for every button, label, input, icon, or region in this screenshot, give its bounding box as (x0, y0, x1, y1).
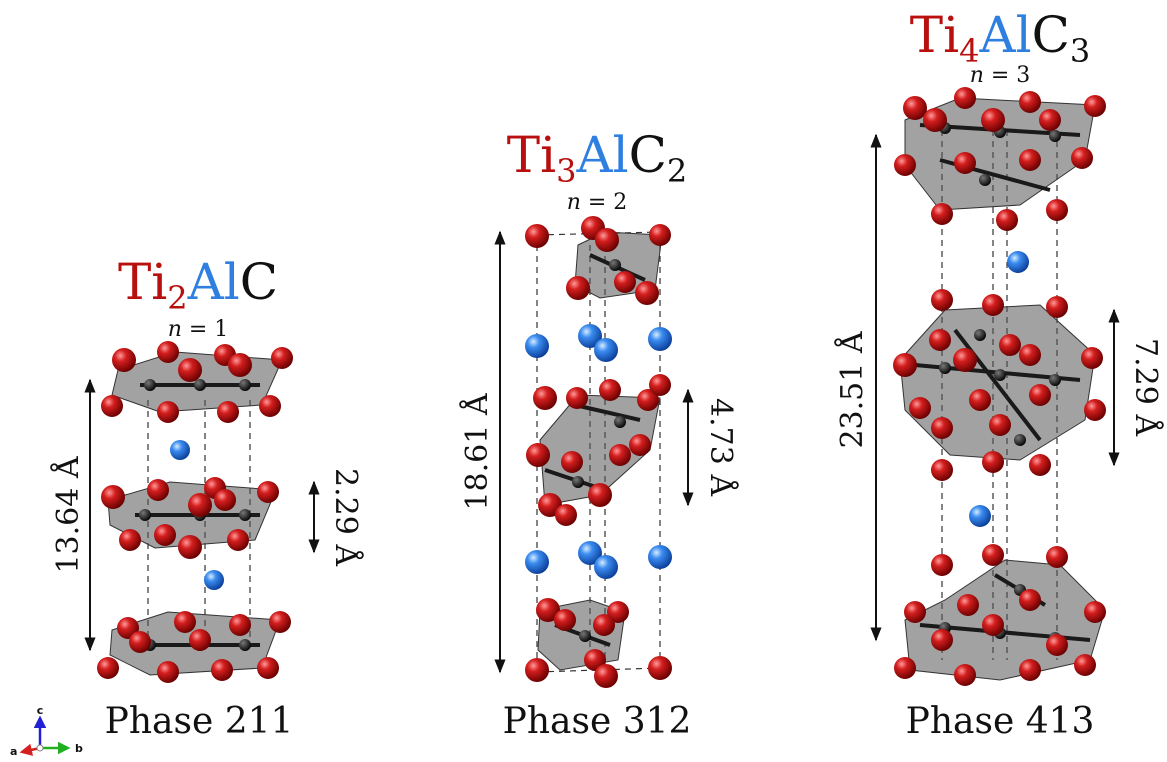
phase-label-211: Phase 211 (105, 701, 294, 742)
lattice-c-label-413: 23.51 Å (834, 331, 870, 448)
formula-ti: Ti (118, 253, 167, 311)
n-value: = 3 (984, 63, 1030, 88)
formula-al: Al (978, 6, 1031, 64)
formula-ti-subscript: 3 (556, 152, 576, 190)
n-value: = 2 (581, 190, 627, 215)
axis-c-label: c (37, 704, 44, 717)
n-label-413: n = 3 (970, 63, 1031, 88)
formula-ti-subscript: 4 (959, 32, 979, 70)
titanium-atoms-211 (97, 341, 293, 683)
titanium-atoms-413 (893, 87, 1106, 686)
formula-c: C (240, 253, 278, 311)
structure-413: Ti4AlC3 n = 3 (834, 6, 1164, 742)
structure-312: Ti3AlC2 n = 2 (459, 126, 739, 742)
layer-spacing-label-413: 7.29 Å (1128, 338, 1164, 436)
formula-al: Al (187, 253, 240, 311)
formula-c: C (1032, 6, 1070, 64)
aluminum-atoms-211 (170, 440, 224, 590)
formula-c: C (629, 126, 667, 184)
layer-spacing-label-211: 2.29 Å (328, 468, 364, 566)
structure-211: Ti2AlC n = 1 (50, 253, 364, 742)
phase-label-413: Phase 413 (906, 701, 1095, 742)
formula-ti-subscript: 2 (167, 279, 187, 317)
n-label-312: n = 2 (567, 190, 628, 215)
n-variable: n (567, 190, 581, 215)
axis-origin (36, 744, 44, 752)
aluminum-atoms-413 (969, 251, 1029, 527)
formula-211: Ti2AlC (118, 253, 278, 317)
lattice-c-label-312: 18.61 Å (459, 393, 495, 510)
formula-c-subscript: 3 (1070, 32, 1090, 70)
layer-spacing-label-312: 4.73 Å (703, 398, 739, 496)
axes-triad: c b a (10, 704, 83, 758)
n-label-211: n = 1 (168, 317, 229, 342)
titanium-atoms-312 (525, 216, 672, 688)
axis-b-label: b (75, 742, 83, 755)
lattice-c-label-211: 13.64 Å (50, 456, 86, 573)
formula-413: Ti4AlC3 (910, 6, 1090, 70)
formula-al: Al (575, 126, 628, 184)
axis-a-label: a (10, 745, 17, 758)
n-variable: n (970, 63, 984, 88)
formula-ti: Ti (507, 126, 556, 184)
phase-label-312: Phase 312 (503, 701, 692, 742)
n-variable: n (168, 317, 182, 342)
unit-cell-211 (147, 400, 251, 640)
formula-ti: Ti (910, 6, 959, 64)
aluminum-atoms-312 (525, 324, 672, 579)
formula-c-subscript: 2 (667, 152, 687, 190)
formula-312: Ti3AlC2 (507, 126, 687, 190)
carbon-atoms-312 (572, 259, 626, 642)
n-value: = 1 (182, 317, 228, 342)
